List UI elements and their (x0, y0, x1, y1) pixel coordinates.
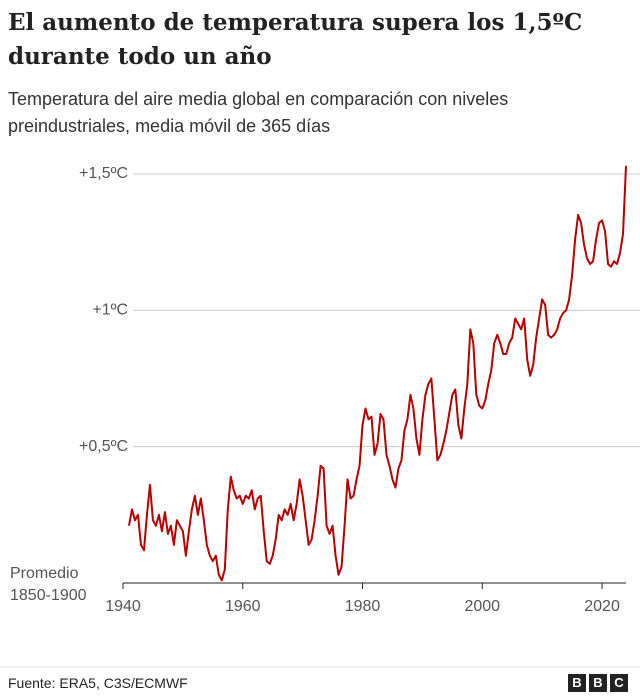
chart-title: El aumento de temperatura supera los 1,5… (8, 9, 583, 70)
logo-letter: B (589, 674, 607, 692)
logo-letter: B (568, 674, 586, 692)
temperature-line (128, 165, 627, 582)
chart-subtitle: Temperatura del aire media global en com… (8, 89, 509, 136)
logo-letter: C (610, 674, 628, 692)
x-tick-label: 1960 (225, 598, 261, 615)
y-tick-label: +0,5ºC (79, 438, 128, 455)
x-tick-label: 2020 (584, 598, 620, 615)
y-tick-label: +1,5ºC (79, 165, 128, 182)
y-tick-label: +1ºC (92, 302, 128, 319)
source: Fuente: ERA5, C3S/ECMWF (8, 675, 188, 691)
logo: B B C (568, 674, 628, 692)
baseline-label: Promedio 1850-1900 (10, 565, 87, 604)
x-tick-label: 1940 (105, 598, 141, 615)
x-tick-label: 2000 (464, 598, 500, 615)
x-tick-label: 1980 (345, 598, 381, 615)
